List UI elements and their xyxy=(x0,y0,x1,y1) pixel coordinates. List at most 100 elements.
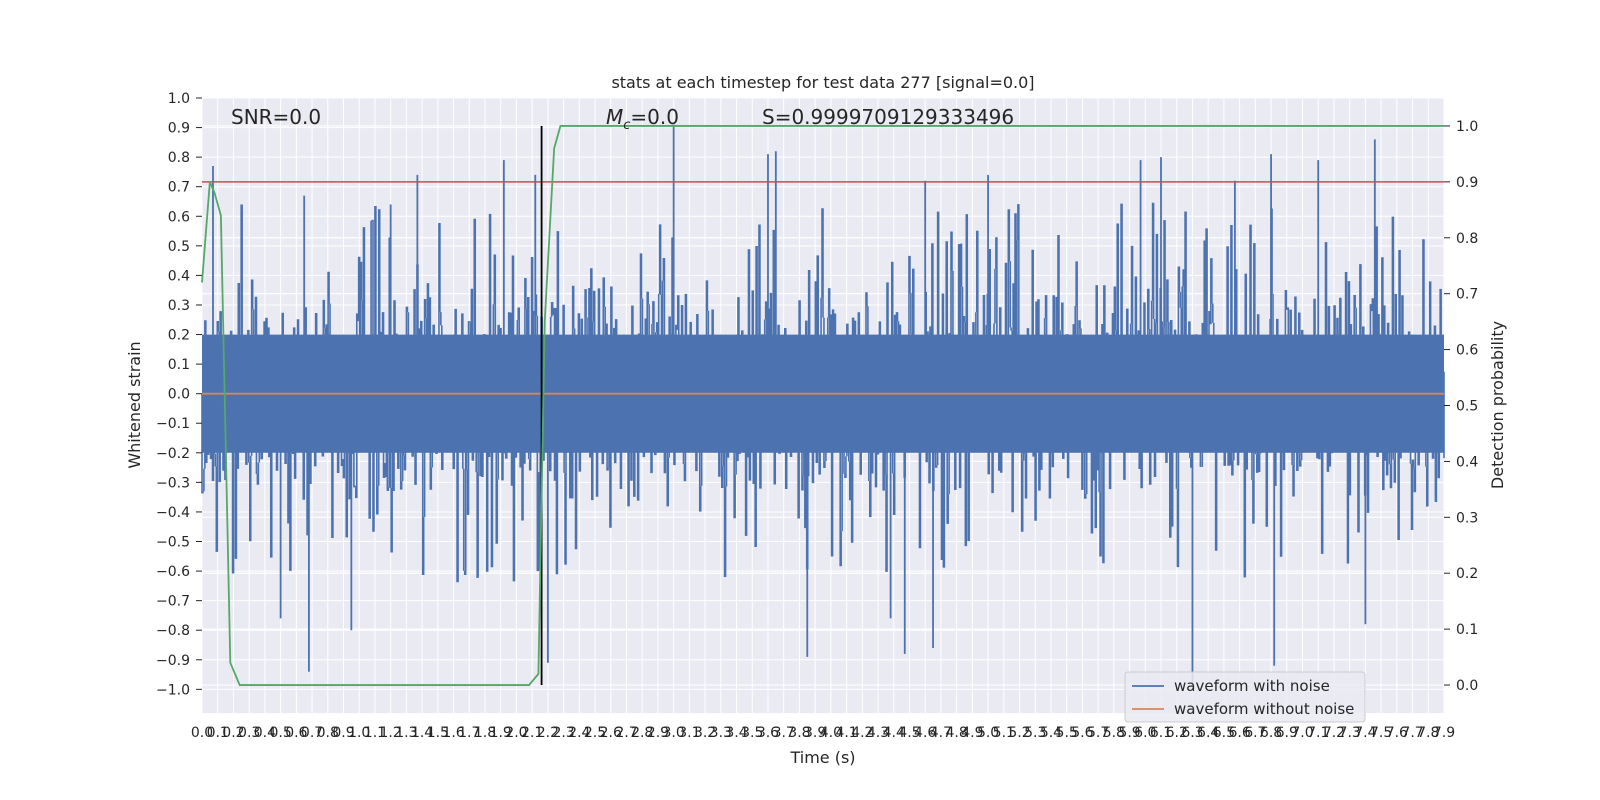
y-axis-label: Whitened strain xyxy=(125,341,144,468)
x-tick-label: 6.5 xyxy=(1213,725,1235,741)
y-tick-label: −0.1 xyxy=(156,416,190,432)
x-tick-label: 6.9 xyxy=(1276,725,1298,741)
mc-symbol: M xyxy=(606,105,623,129)
x-tick-label: 5.1 xyxy=(993,725,1015,741)
y2-tick-label: 0.4 xyxy=(1456,454,1478,470)
x-tick-label: 6.2 xyxy=(1166,725,1188,741)
y2-tick-label: 0.9 xyxy=(1456,175,1478,191)
y2-tick-label: 0.6 xyxy=(1456,343,1478,359)
x-tick-label: 0.7 xyxy=(301,725,323,741)
snr-annotation: SNR=0.0 xyxy=(231,105,321,129)
legend: waveform with noise waveform without noi… xyxy=(1124,671,1366,723)
x-tick-label: 5.4 xyxy=(1040,725,1062,741)
x-axis-ticks: 0.00.10.20.30.40.50.60.70.80.91.01.11.21… xyxy=(191,725,1455,741)
x-tick-label: 4.2 xyxy=(851,725,873,741)
y-tick-label: 0.4 xyxy=(168,268,190,284)
x-tick-label: 3.0 xyxy=(663,725,685,741)
y2-tick-label: 0.7 xyxy=(1456,287,1478,303)
x-tick-label: 5.6 xyxy=(1071,725,1093,741)
x-tick-label: 7.4 xyxy=(1354,725,1376,741)
x-tick-label: 4.9 xyxy=(961,725,983,741)
mc-annotation: Mc=0.0 xyxy=(606,105,679,133)
y-tick-label: 0.1 xyxy=(168,357,190,373)
x-tick-label: 2.2 xyxy=(537,725,559,741)
x-tick-label: 5.3 xyxy=(1024,725,1046,741)
x-tick-label: 4.8 xyxy=(946,725,968,741)
x-tick-label: 6.4 xyxy=(1197,725,1219,741)
x-tick-label: 7.2 xyxy=(1323,725,1345,741)
y-tick-label: −0.2 xyxy=(156,446,190,462)
x-tick-label: 1.0 xyxy=(348,725,370,741)
y-tick-label: 0.6 xyxy=(168,209,190,225)
x-tick-label: 1.4 xyxy=(411,725,433,741)
x-tick-label: 6.8 xyxy=(1260,725,1282,741)
x-tick-label: 0.9 xyxy=(332,725,354,741)
x-tick-label: 1.2 xyxy=(380,725,402,741)
x-tick-label: 0.1 xyxy=(207,725,229,741)
y-tick-label: 0.8 xyxy=(168,150,190,166)
y-tick-label: 0.9 xyxy=(168,121,190,137)
y-tick-label: 0.3 xyxy=(168,298,190,314)
x-tick-label: 0.0 xyxy=(191,725,213,741)
x-tick-label: 4.0 xyxy=(820,725,842,741)
y2-tick-label: 0.3 xyxy=(1456,510,1478,526)
y2-tick-label: 0.5 xyxy=(1456,399,1478,415)
x-tick-label: 1.6 xyxy=(442,725,464,741)
x-tick-label: 2.9 xyxy=(647,725,669,741)
mc-subscript: c xyxy=(623,118,630,133)
x-tick-label: 6.6 xyxy=(1228,725,1250,741)
lines-layer xyxy=(201,125,1444,686)
x-tick-label: 3.4 xyxy=(725,725,747,741)
x-tick-label: 2.6 xyxy=(600,725,622,741)
mc-value: =0.0 xyxy=(630,105,679,129)
y-axis-ticks: 1.0 0.9 0.8 0.7 0.6 0.5 0.4 0.3 0.2 0.1 0.0 −0.1 −0.… xyxy=(156,91,202,698)
x-tick-label: 1.9 xyxy=(490,725,512,741)
x-tick-label: 7.7 xyxy=(1401,725,1423,741)
y2-tick-label: 0.1 xyxy=(1456,622,1478,638)
legend-box xyxy=(1124,671,1366,723)
x-tick-label: 6.3 xyxy=(1181,725,1203,741)
x-tick-label: 2.5 xyxy=(584,725,606,741)
y-tick-label: 0.2 xyxy=(168,328,190,344)
x-tick-label: 4.4 xyxy=(883,725,905,741)
x-tick-label: 3.1 xyxy=(678,725,700,741)
x-tick-label: 4.3 xyxy=(867,725,889,741)
x-tick-label: 0.3 xyxy=(238,725,260,741)
y-tick-label: 0.7 xyxy=(168,180,190,196)
detection-probability-line xyxy=(201,125,1444,686)
x-tick-label: 3.6 xyxy=(757,725,779,741)
legend-label-noise: waveform with noise xyxy=(1174,677,1330,695)
y-tick-label: 1.0 xyxy=(168,91,190,107)
x-tick-label: 5.0 xyxy=(977,725,999,741)
x-tick-label: 0.8 xyxy=(317,725,339,741)
x-tick-label: 3.2 xyxy=(694,725,716,741)
x-tick-label: 7.3 xyxy=(1339,725,1361,741)
x-tick-label: 1.5 xyxy=(427,725,449,741)
y2-axis-ticks: 1.0 0.9 0.8 0.7 0.6 0.5 0.4 0.3 0.2 0.1 0.0 xyxy=(1444,119,1478,694)
x-tick-label: 3.8 xyxy=(788,725,810,741)
x-tick-label: 3.9 xyxy=(804,725,826,741)
x-tick-label: 2.8 xyxy=(631,725,653,741)
x-tick-label: 7.9 xyxy=(1433,725,1455,741)
x-tick-label: 0.5 xyxy=(269,725,291,741)
y-tick-label: −0.4 xyxy=(156,505,190,521)
x-tick-label: 2.0 xyxy=(505,725,527,741)
y2-tick-label: 0.0 xyxy=(1456,678,1478,694)
x-tick-label: 0.2 xyxy=(222,725,244,741)
x-tick-label: 4.7 xyxy=(930,725,952,741)
x-tick-label: 5.2 xyxy=(1008,725,1030,741)
x-tick-label: 2.4 xyxy=(568,725,590,741)
y-tick-label: 0.5 xyxy=(168,239,190,255)
x-tick-label: 0.6 xyxy=(285,725,307,741)
y-tick-label: −0.9 xyxy=(156,653,190,669)
x-tick-label: 1.1 xyxy=(364,725,386,741)
y2-tick-label: 1.0 xyxy=(1456,119,1478,135)
x-tick-label: 1.8 xyxy=(474,725,496,741)
x-tick-label: 7.1 xyxy=(1307,725,1329,741)
x-tick-label: 6.1 xyxy=(1150,725,1172,741)
y2-tick-label: 0.2 xyxy=(1456,566,1478,582)
x-tick-label: 2.3 xyxy=(552,725,574,741)
s-annotation: S=0.9999709129333496 xyxy=(762,105,1014,129)
x-tick-label: 2.1 xyxy=(521,725,543,741)
